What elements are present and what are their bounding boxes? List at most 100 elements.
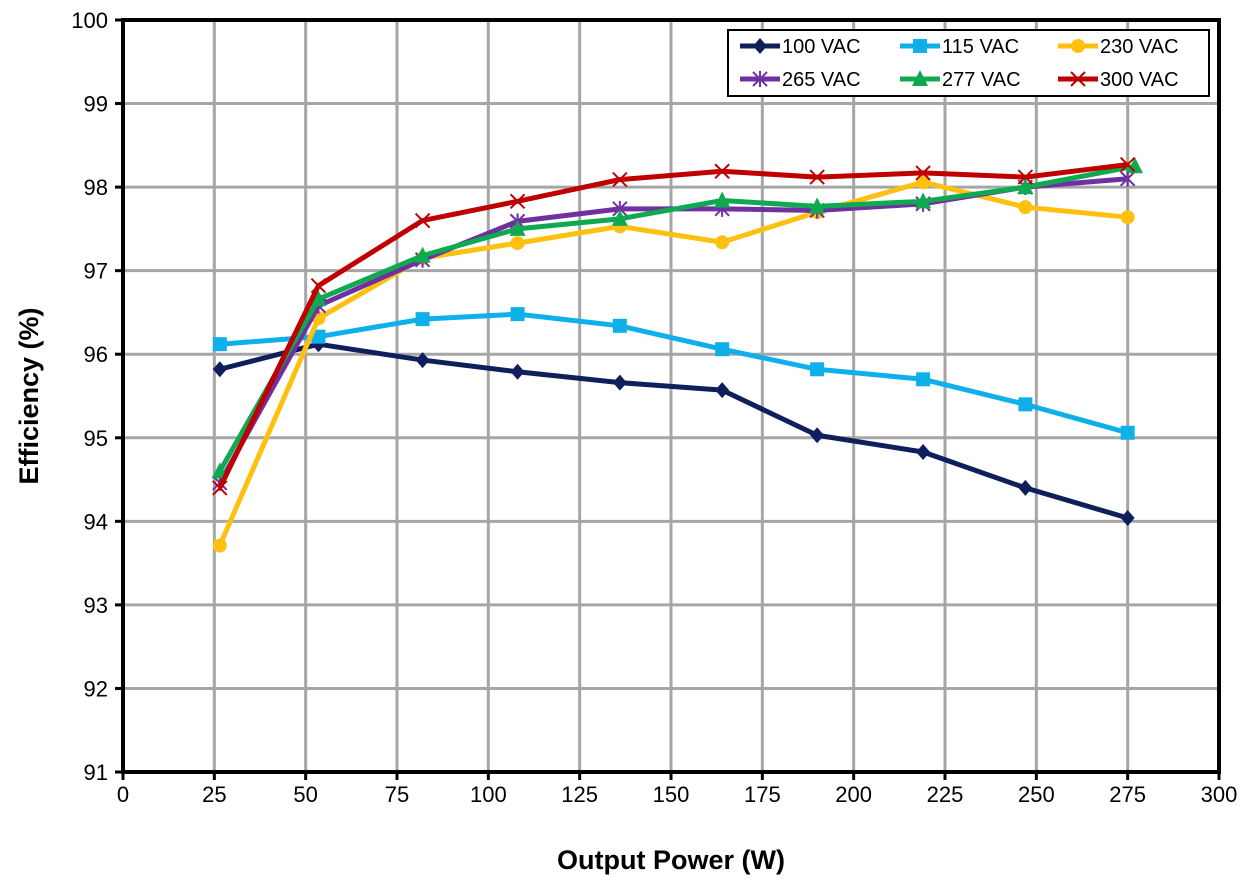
x-tick-label: 100 (470, 782, 507, 807)
data-point (212, 538, 227, 553)
y-tick-label: 98 (84, 175, 108, 200)
legend-box (727, 29, 1210, 97)
legend-label: 100 VAC (782, 36, 861, 58)
data-point (612, 171, 628, 188)
data-point (509, 219, 526, 236)
legend-item: 265 VAC (740, 69, 861, 91)
data-point (509, 193, 526, 210)
data-point (310, 290, 327, 307)
legend-swatch-marker (1070, 71, 1086, 87)
legend-swatch-marker (752, 71, 768, 87)
series-line (217, 163, 1136, 473)
legend-label: 230 VAC (1100, 36, 1179, 58)
data-point (414, 246, 431, 263)
data-point (714, 191, 731, 208)
data-point (1018, 397, 1033, 412)
data-point (916, 372, 931, 387)
series-line (219, 311, 1129, 436)
y-tick-label: 93 (84, 593, 108, 618)
data-point (1120, 509, 1135, 526)
data-point (809, 169, 825, 185)
x-tick-label: 275 (1109, 782, 1146, 807)
data-point (810, 427, 825, 444)
data-point (715, 382, 730, 399)
y-tick-label: 97 (84, 259, 108, 284)
legend: 100 VAC 115 VAC 230 VAC 265 VAC 277 VAC 300 V… (727, 29, 1210, 97)
data-point (1017, 169, 1034, 185)
tick-labels: 0 25 50 75 100 125 150 175 200 225 250 275 300 91 92 93… (71, 8, 1237, 807)
x-tick-label: 125 (561, 782, 598, 807)
x-tick-label: 50 (293, 782, 317, 807)
data-point (1119, 170, 1136, 187)
data-point (916, 175, 931, 190)
y-tick-label: 94 (84, 509, 108, 534)
series-277-vac (211, 157, 1143, 479)
data-point (1120, 425, 1135, 440)
legend-item: 115 VAC (900, 36, 1019, 58)
series-line (219, 341, 1129, 521)
data-point (510, 363, 525, 380)
data-point (510, 236, 525, 251)
data-point (1018, 200, 1033, 215)
data-point (415, 312, 430, 327)
data-point (916, 443, 931, 460)
legend-swatch-marker (1071, 39, 1085, 53)
data-point (715, 235, 730, 250)
data-point (715, 342, 730, 357)
x-tick-label: 175 (744, 782, 781, 807)
y-tick-label: 95 (84, 426, 108, 451)
x-tick-label: 300 (1201, 782, 1238, 807)
legend-swatch-marker (753, 38, 767, 54)
x-tick-label: 0 (117, 782, 129, 807)
data-point (714, 163, 730, 179)
x-tick-label: 150 (653, 782, 690, 807)
y-tick-label: 96 (84, 342, 108, 367)
x-tick-label: 225 (927, 782, 964, 807)
series-230-vac (212, 175, 1135, 553)
y-tick-label: 92 (84, 676, 108, 701)
legend-item: 100 VAC (740, 36, 861, 58)
legend-item: 230 VAC (1058, 36, 1179, 58)
legend-item: 277 VAC (900, 69, 1021, 91)
legend-label: 300 VAC (1100, 69, 1179, 91)
x-tick-label: 250 (1018, 782, 1055, 807)
x-tick-label: 25 (202, 782, 226, 807)
data-point (1018, 479, 1033, 496)
legend-swatch-marker (913, 39, 927, 53)
x-tick-label: 200 (835, 782, 872, 807)
data-point (612, 374, 627, 391)
legend-label: 277 VAC (942, 69, 1021, 91)
data-point (414, 212, 431, 229)
data-point (1120, 210, 1135, 225)
grid (123, 20, 1219, 772)
data-point (915, 192, 932, 209)
y-tick-label: 100 (71, 8, 108, 33)
x-axis-title: Output Power (W) (557, 845, 785, 875)
data-point (915, 165, 931, 181)
series-line (217, 179, 1128, 547)
y-axis-title: Efficiency (%) (14, 307, 44, 484)
legend-swatch-marker (912, 70, 928, 86)
data-point (212, 480, 228, 496)
data-point (311, 329, 326, 344)
data-point (310, 277, 327, 294)
series-layer (211, 156, 1143, 553)
x-tick-label: 75 (385, 782, 409, 807)
data-point (415, 352, 430, 369)
legend-item: 300 VAC (1058, 69, 1179, 91)
data-point (612, 318, 627, 333)
series-300-vac (212, 156, 1136, 496)
y-tick-label: 91 (84, 760, 108, 785)
data-point (510, 307, 525, 322)
legend-label: 115 VAC (942, 36, 1019, 58)
data-point (212, 337, 227, 352)
data-point (809, 197, 826, 214)
series-100-vac (212, 336, 1135, 526)
y-tick-label: 99 (84, 92, 108, 117)
data-point (212, 361, 227, 378)
legend-label: 265 VAC (782, 69, 861, 91)
data-point (1119, 156, 1136, 173)
data-point (1017, 178, 1034, 195)
series-115-vac (212, 307, 1135, 440)
